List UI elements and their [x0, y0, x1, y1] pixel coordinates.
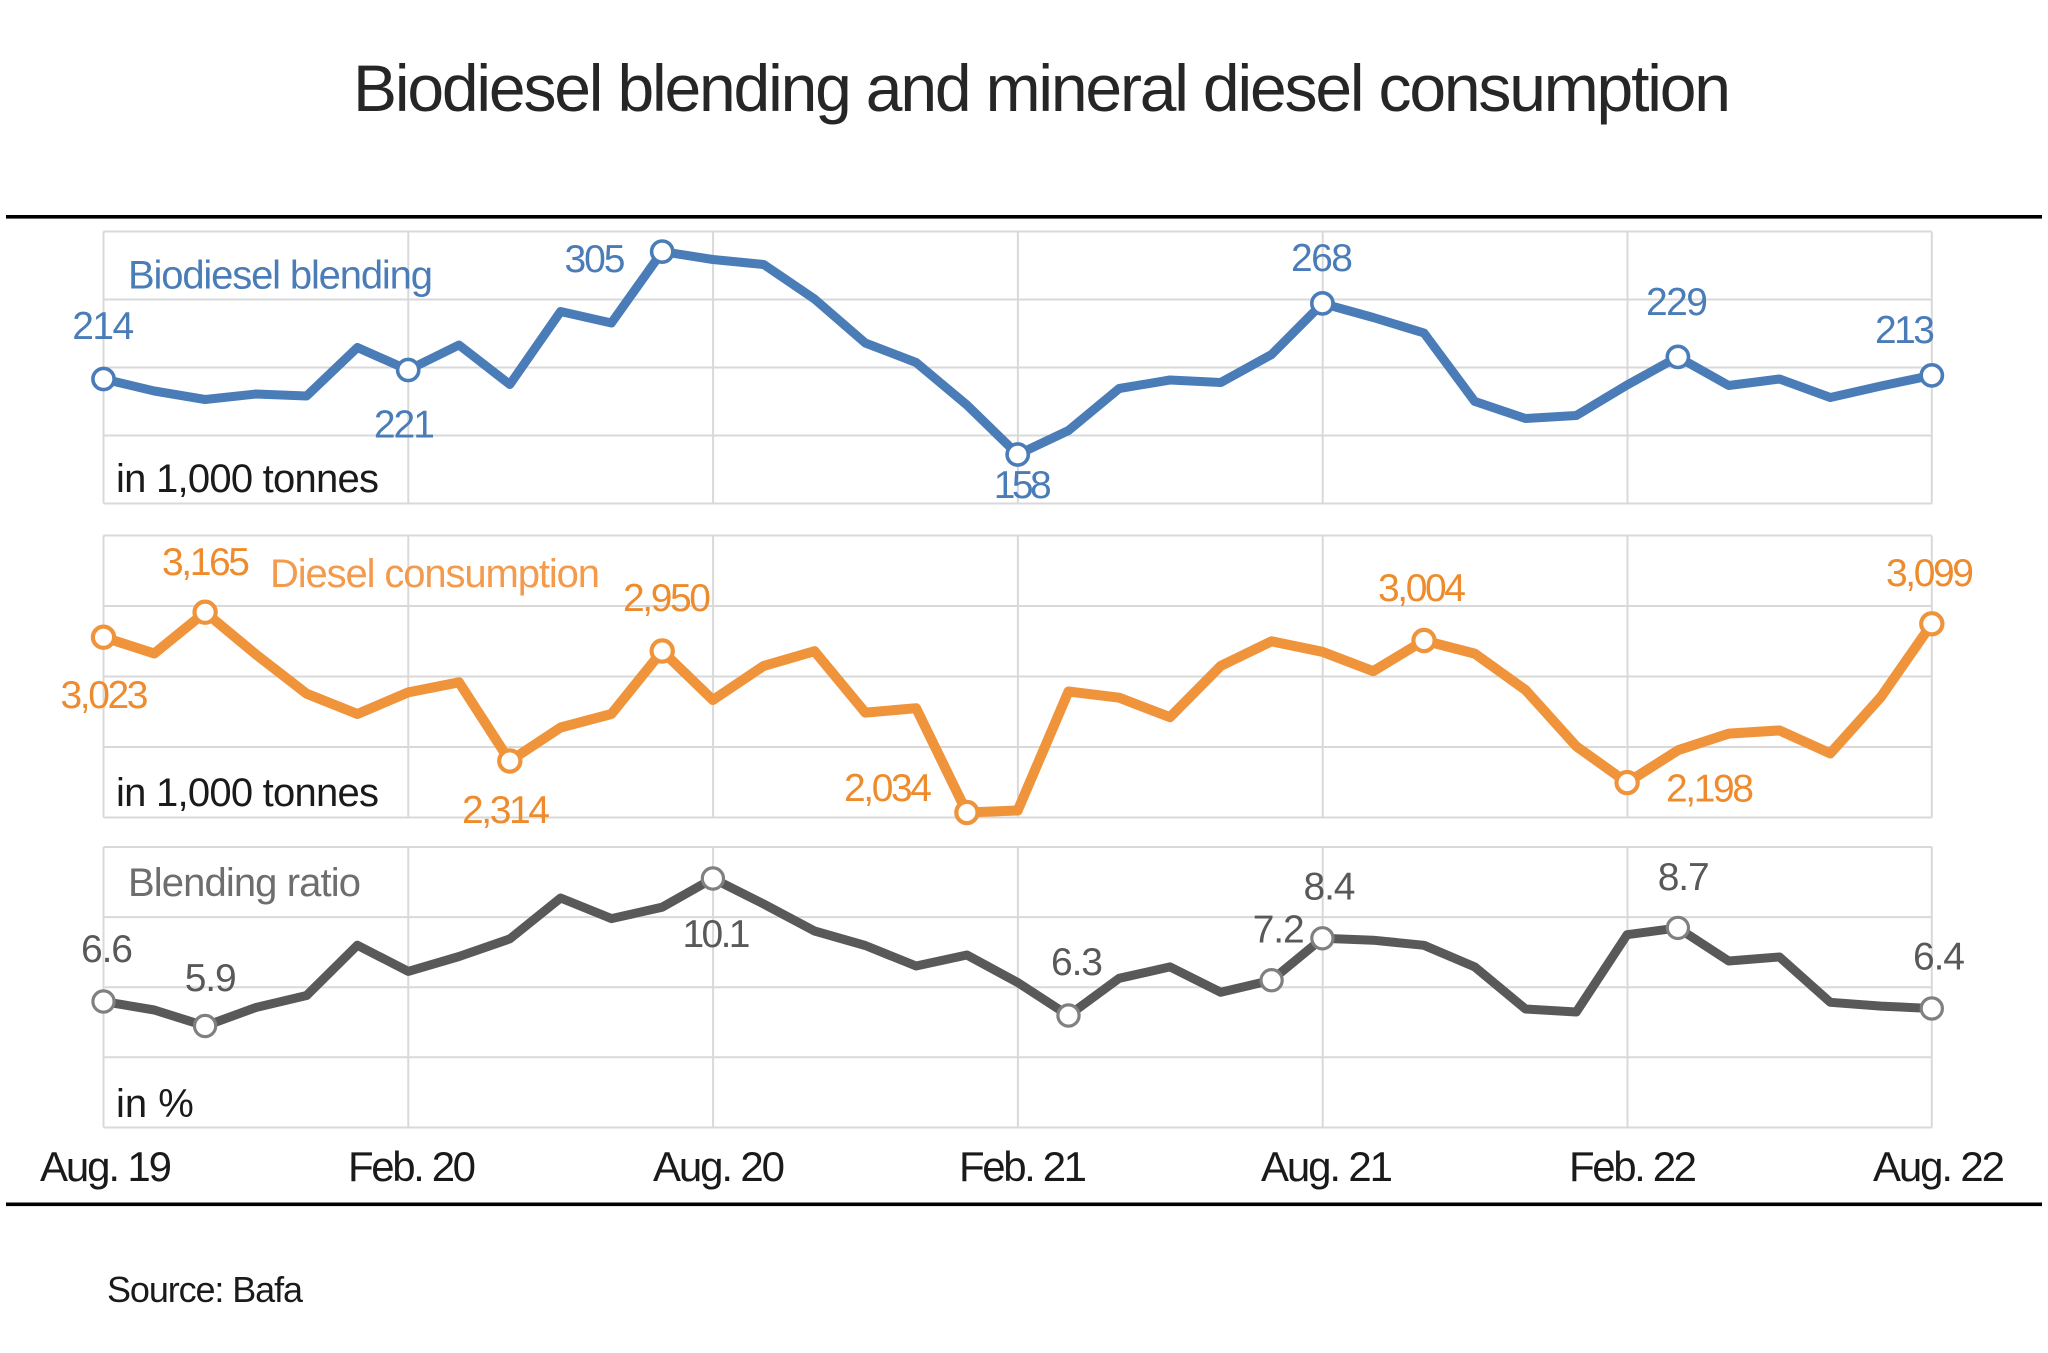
svg-text:Feb. 22: Feb. 22	[1569, 1143, 1697, 1190]
svg-text:3,165: 3,165	[162, 541, 250, 584]
svg-text:6.4: 6.4	[1913, 936, 1965, 979]
svg-text:in 1,000 tonnes: in 1,000 tonnes	[116, 457, 379, 501]
svg-text:2,950: 2,950	[623, 577, 711, 620]
svg-text:305: 305	[565, 238, 626, 281]
svg-text:7.2: 7.2	[1253, 909, 1305, 952]
svg-text:Diesel consumption: Diesel consumption	[270, 552, 600, 596]
svg-text:8.4: 8.4	[1304, 866, 1356, 909]
svg-text:Feb. 20: Feb. 20	[348, 1143, 476, 1190]
svg-text:Aug. 21: Aug. 21	[1261, 1143, 1393, 1190]
svg-text:5.9: 5.9	[185, 957, 237, 1000]
svg-text:Biodiesel blending: Biodiesel blending	[128, 254, 433, 298]
svg-text:221: 221	[374, 404, 435, 447]
svg-text:Feb. 21: Feb. 21	[959, 1143, 1087, 1190]
svg-text:6.6: 6.6	[81, 928, 133, 971]
svg-text:Biodiesel blending and mineral: Biodiesel blending and mineral diesel co…	[353, 51, 1731, 125]
svg-text:229: 229	[1646, 281, 1708, 324]
svg-text:2,034: 2,034	[844, 767, 932, 810]
svg-text:3,004: 3,004	[1378, 567, 1466, 610]
svg-text:3,099: 3,099	[1886, 552, 1974, 595]
svg-text:6.3: 6.3	[1051, 941, 1103, 984]
svg-text:3,023: 3,023	[61, 674, 149, 717]
svg-text:10.1: 10.1	[683, 913, 751, 956]
svg-text:8.7: 8.7	[1658, 856, 1710, 899]
svg-text:158: 158	[994, 464, 1052, 507]
svg-text:Blending ratio: Blending ratio	[128, 861, 361, 905]
svg-text:in 1,000 tonnes: in 1,000 tonnes	[116, 771, 379, 815]
svg-text:214: 214	[72, 305, 134, 348]
svg-text:2,314: 2,314	[462, 789, 550, 832]
svg-text:2,198: 2,198	[1666, 768, 1754, 811]
svg-text:Aug. 22: Aug. 22	[1873, 1143, 2005, 1190]
svg-text:Aug. 19: Aug. 19	[40, 1143, 172, 1190]
svg-text:in %: in %	[116, 1082, 194, 1126]
svg-text:Aug. 20: Aug. 20	[653, 1143, 785, 1190]
svg-text:268: 268	[1291, 237, 1353, 280]
svg-text:Source: Bafa: Source: Bafa	[107, 1269, 304, 1310]
svg-text:213: 213	[1875, 309, 1935, 352]
